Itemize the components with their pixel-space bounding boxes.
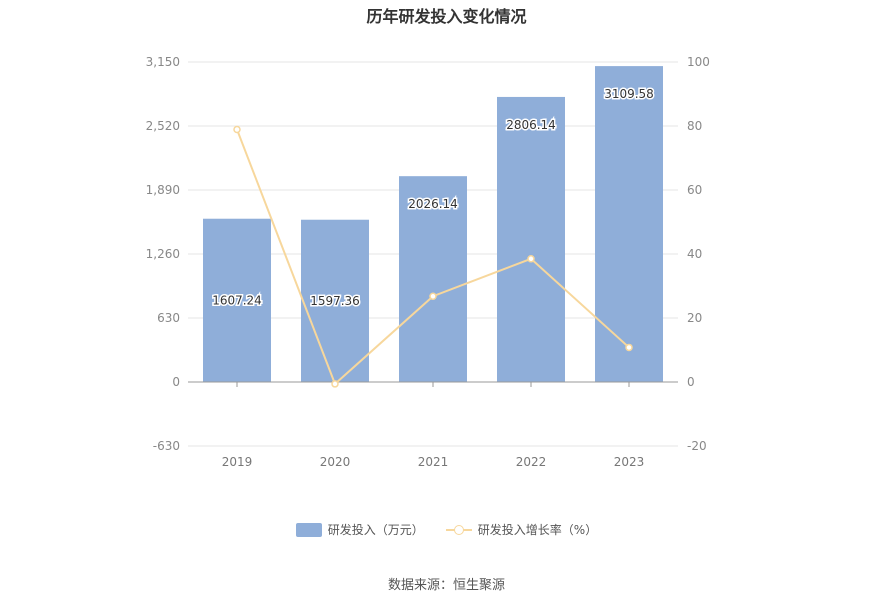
y-left-tick-label: 630 <box>157 311 180 325</box>
x-tick-label: 2023 <box>614 455 645 469</box>
growth-point-2022[interactable] <box>527 255 535 263</box>
legend: 研发投入（万元） 研发投入增长率（%） <box>0 521 893 538</box>
legend-item-investment[interactable]: 研发投入（万元） <box>295 521 424 538</box>
y-right-tick-label: 100 <box>687 55 710 69</box>
bar-2020[interactable] <box>301 219 369 382</box>
bar-value-label: 1597.36 <box>310 294 360 308</box>
axes: -630 0 630 1,260 1,890 2,520 3,150 -20 0 20 40 60 80… <box>146 55 710 469</box>
legend-label-investment: 研发投入（万元） <box>327 523 424 537</box>
x-tick-label: 2022 <box>516 455 547 469</box>
y-left-tick-label: -630 <box>153 439 180 453</box>
legend-item-growth[interactable]: 研发投入增长率（%） <box>445 521 598 538</box>
legend-line-swatch <box>445 523 472 537</box>
bar-2021[interactable] <box>399 176 467 382</box>
growth-point-2023[interactable] <box>625 343 633 352</box>
y-left-tick-label: 1,890 <box>146 183 180 197</box>
y-left-tick-label: 2,520 <box>146 119 180 133</box>
chart-title: 历年研发投入变化情况 <box>366 7 527 26</box>
y-right-tick-label: 0 <box>687 375 695 389</box>
y-right-tick-label: 60 <box>687 183 702 197</box>
y-right-tick-label: 80 <box>687 119 702 133</box>
legend-bar-swatch <box>295 522 322 537</box>
bar-value-label: 2026.14 <box>408 197 458 211</box>
bar-2023[interactable] <box>595 66 663 383</box>
y-right-tick-label: 40 <box>687 247 702 261</box>
y-right-tick-label: 20 <box>687 311 702 325</box>
y-right-tick-label: -20 <box>687 439 707 453</box>
x-tick-label: 2019 <box>222 455 253 469</box>
bar-value-label: 1607.24 <box>212 293 262 307</box>
bar-2022[interactable] <box>497 96 565 382</box>
legend-label-growth: 研发投入增长率（%） <box>477 523 598 537</box>
x-tick-label: 2020 <box>320 455 351 469</box>
growth-point-2019[interactable] <box>233 125 241 134</box>
bar-series <box>203 66 663 383</box>
growth-point-2021[interactable] <box>429 292 437 300</box>
growth-point-2020[interactable] <box>331 380 339 388</box>
source-note: 数据来源：恒生聚源 <box>387 578 505 593</box>
y-left-tick-label: 1,260 <box>146 247 180 261</box>
bar-value-label: 2806.14 <box>506 118 556 132</box>
bar-2019[interactable] <box>203 218 271 382</box>
growth-line-series <box>233 125 633 388</box>
data-labels: 1607.24 1597.36 2026.14 2806.14 3109.58 <box>211 86 656 310</box>
y-left-tick-label: 3,150 <box>146 55 180 69</box>
bar-value-label: 3109.58 <box>604 87 654 101</box>
x-tick-label: 2021 <box>418 455 449 469</box>
y-left-tick-label: 0 <box>172 375 180 389</box>
